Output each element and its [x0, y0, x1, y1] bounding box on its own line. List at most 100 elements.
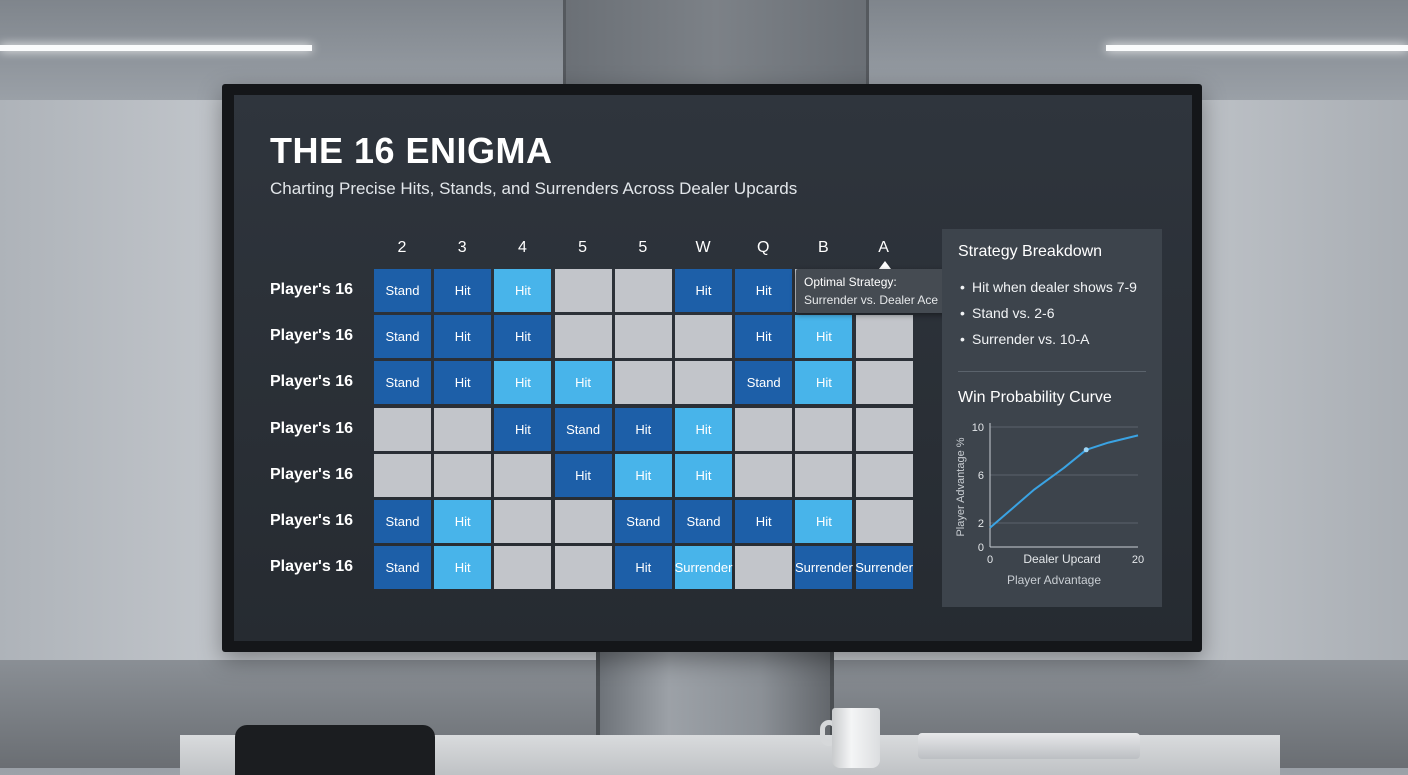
strategy-cell[interactable] — [494, 500, 552, 543]
strategy-cell[interactable]: Hit — [735, 315, 793, 359]
column-header: 2 — [397, 239, 407, 256]
strategy-cell[interactable]: Hit — [735, 269, 793, 312]
strategy-cell[interactable] — [554, 315, 612, 359]
row-label: Player's 16 — [270, 465, 353, 483]
strategy-cell[interactable] — [855, 407, 913, 451]
x-tick-label: 20 — [1132, 554, 1144, 566]
strategy-cell[interactable] — [614, 269, 672, 312]
strategy-tooltip: Optimal Strategy: Surrender vs. Dealer A… — [796, 269, 948, 313]
strategy-cell[interactable]: Hit — [675, 269, 732, 312]
strategy-cell[interactable] — [434, 407, 492, 451]
strategy-cell[interactable]: Hit — [434, 361, 492, 405]
strategy-cell[interactable]: Hit — [795, 500, 853, 543]
coffee-mug — [832, 708, 880, 768]
strategy-cell[interactable] — [554, 546, 612, 590]
strategy-cell[interactable] — [735, 546, 793, 590]
page-title: THE 16 ENIGMA — [270, 130, 553, 171]
tooltip-text: Surrender vs. Dealer Ace — [804, 293, 939, 307]
strategy-cell[interactable]: Stand — [675, 500, 732, 543]
breakdown-item: • Surrender vs. 10-A — [960, 331, 1090, 347]
y-tick-label: 6 — [978, 470, 984, 482]
breakdown-item: • Stand vs. 2-6 — [960, 305, 1055, 321]
laptop — [918, 733, 1140, 759]
strategy-cell[interactable]: Stand — [735, 361, 793, 405]
strategy-cell[interactable]: Hit — [494, 269, 552, 312]
column-header: B — [818, 239, 829, 256]
strategy-cell[interactable]: Stand — [374, 500, 431, 543]
series-line — [989, 434, 1139, 529]
panel-divider — [958, 371, 1146, 372]
tooltip-arrow — [879, 261, 891, 269]
page-subtitle: Charting Precise Hits, Stands, and Surre… — [270, 179, 798, 198]
column-header: Q — [756, 239, 770, 256]
x-axis-label: Dealer Upcard — [1023, 552, 1100, 566]
strategy-cell[interactable] — [675, 361, 732, 405]
strategy-cell[interactable]: Hit — [735, 500, 793, 543]
strategy-cell[interactable] — [855, 315, 913, 359]
strategy-cell[interactable]: Stand — [374, 546, 431, 590]
strategy-cell[interactable] — [855, 361, 913, 405]
strategy-cell[interactable] — [494, 546, 552, 590]
strategy-cell[interactable]: Stand — [554, 407, 612, 451]
strategy-cell[interactable]: Hit — [554, 453, 612, 497]
row-label: Player's 16 — [270, 327, 353, 345]
strategy-cell[interactable]: Hit — [675, 407, 732, 451]
strategy-cell[interactable] — [735, 407, 793, 451]
strategy-cell[interactable]: Stand — [374, 361, 431, 405]
breakdown-item-text: Stand vs. 2-6 — [972, 305, 1055, 321]
row-label: Player's 16 — [270, 373, 353, 391]
strategy-cell[interactable] — [374, 453, 431, 497]
row-label: Player's 16 — [270, 512, 353, 529]
ceiling-pillar — [563, 0, 869, 100]
strategy-cell[interactable] — [675, 315, 732, 359]
strategy-cell[interactable]: Hit — [434, 546, 492, 590]
breakdown-item-text: Surrender vs. 10-A — [972, 331, 1090, 347]
y-tick-label: 0 — [978, 542, 984, 554]
strategy-cell[interactable] — [855, 453, 913, 497]
strategy-cell[interactable] — [614, 315, 672, 359]
strategy-cell[interactable]: Hit — [434, 315, 492, 359]
strategy-cell[interactable] — [494, 453, 552, 497]
bullet-icon: • — [960, 305, 965, 321]
strategy-cell[interactable]: Hit — [614, 407, 672, 451]
column-header: 5 — [578, 239, 588, 256]
strategy-cell[interactable]: Stand — [614, 500, 672, 543]
strategy-cell[interactable]: Hit — [434, 500, 492, 543]
strategy-cell[interactable]: Hit — [795, 315, 853, 359]
strategy-cell[interactable]: Surrender — [855, 546, 913, 590]
strategy-cell[interactable] — [795, 453, 853, 497]
monitor-stand — [596, 650, 834, 740]
strategy-cell[interactable]: Stand — [374, 269, 431, 312]
strategy-cell[interactable] — [855, 500, 913, 543]
y-axis-label: Player Advantage % — [955, 437, 967, 536]
row-label: Player's 16 — [270, 419, 353, 437]
strategy-cell[interactable] — [795, 407, 853, 451]
strategy-cell[interactable]: Hit — [795, 361, 853, 405]
strategy-cell[interactable] — [554, 500, 612, 543]
strategy-cell[interactable]: Hit — [614, 546, 672, 590]
highlight-point — [1083, 447, 1089, 453]
chart-footer-label: Player Advantage — [1007, 573, 1101, 587]
breakdown-item: • Hit when dealer shows 7-9 — [960, 279, 1137, 295]
strategy-cell[interactable]: Stand — [374, 315, 431, 359]
strategy-cell[interactable]: Hit — [675, 453, 732, 497]
strategy-cell[interactable] — [374, 407, 431, 451]
column-header: A — [878, 239, 889, 256]
row-label: Player's 16 — [270, 558, 353, 576]
bullet-icon: • — [960, 331, 965, 347]
strategy-cell[interactable]: Hit — [494, 315, 552, 359]
strategy-cell[interactable] — [614, 361, 672, 405]
strategy-cell[interactable]: Hit — [554, 361, 612, 405]
tooltip-title: Optimal Strategy: — [804, 275, 897, 289]
strategy-cell[interactable]: Hit — [614, 453, 672, 497]
strategy-cell[interactable]: Hit — [434, 269, 492, 312]
strategy-cell[interactable]: Hit — [494, 407, 552, 451]
strategy-cell[interactable]: Surrender — [675, 546, 732, 590]
strategy-cell[interactable]: Hit — [494, 361, 552, 405]
strategy-cell[interactable]: Surrender — [795, 546, 853, 590]
strategy-cell[interactable] — [735, 453, 793, 497]
chart-heading: Win Probability Curve — [958, 389, 1112, 406]
strategy-cell[interactable] — [434, 453, 492, 497]
strategy-cell[interactable] — [554, 269, 612, 312]
win-probability-chart: 0 2 6 10 0 20 Dealer Upcard Player Advantage Pla… — [955, 422, 1144, 587]
